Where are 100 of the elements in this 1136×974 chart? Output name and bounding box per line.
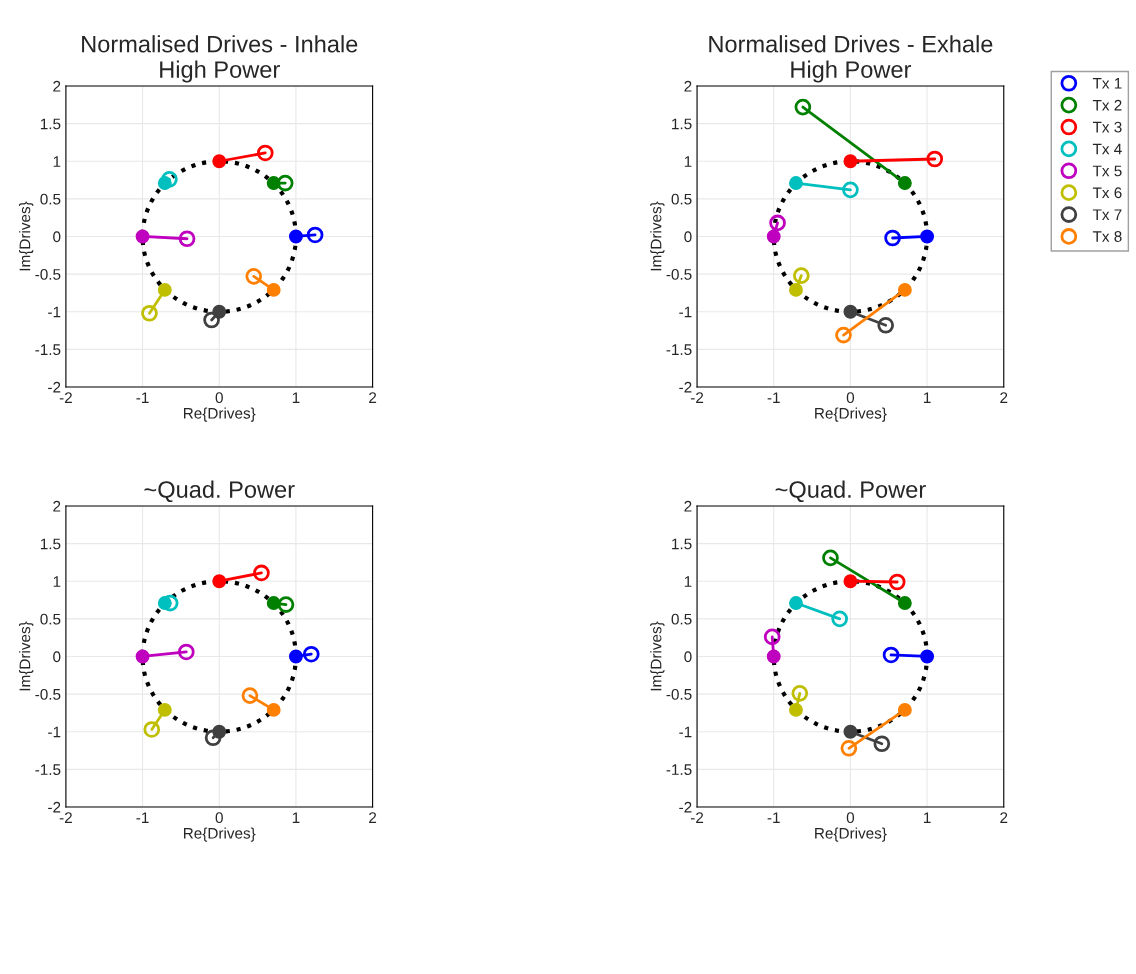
x-axis-title: Re{Drives} [183, 407, 256, 422]
x-tick-label: 0 [846, 392, 855, 404]
y-tick-label: 0 [53, 231, 61, 243]
x-tick-label: -1 [136, 392, 149, 403]
chart-title: ~Quad. Power [775, 480, 926, 503]
y-tick-label: -1.5 [666, 764, 692, 776]
chart-title: Normalised Drives - Exhale High Power [709, 35, 993, 83]
point [884, 229, 901, 247]
y-tick-label: -1.5 [35, 764, 61, 776]
point [926, 150, 944, 168]
point [141, 304, 158, 322]
point [241, 687, 259, 704]
point [897, 176, 912, 191]
y-tick-label: 1 [684, 576, 692, 587]
x-tick-label: 2 [369, 812, 377, 823]
point [256, 144, 274, 162]
point [831, 610, 849, 628]
point [143, 721, 161, 738]
x-tick-label: 2 [369, 392, 377, 403]
y-tick-label: 1 [684, 156, 692, 167]
y-tick-label: -0.5 [666, 688, 692, 700]
y-tick-label: -2 [48, 381, 61, 393]
y-tick-label: -0.5 [35, 268, 61, 280]
x-tick-label: 1 [924, 392, 931, 403]
point [794, 98, 812, 116]
point [789, 596, 803, 610]
y-tick-label: 0.5 [40, 613, 61, 625]
point [245, 268, 263, 285]
point [791, 685, 809, 702]
legend-label: Tx 1 [1092, 78, 1122, 89]
point [277, 596, 295, 613]
y-tick-label: -1 [679, 726, 692, 738]
point [135, 229, 150, 244]
x-tick-label: -1 [767, 392, 780, 403]
point [897, 596, 912, 610]
point [203, 311, 220, 329]
x-tick-label: 0 [846, 812, 855, 824]
point [204, 729, 222, 747]
point [920, 229, 935, 244]
point [212, 154, 227, 169]
point [157, 282, 172, 297]
point [766, 649, 781, 664]
point [822, 549, 839, 567]
y-tick-label: 0 [684, 231, 692, 243]
point [882, 646, 900, 664]
x-tick-label: 1 [292, 392, 300, 403]
legend-label: Tx 6 [1092, 187, 1122, 199]
legend-label: Tx 2 [1092, 99, 1122, 111]
x-axis-title: Re{Drives} [815, 407, 887, 422]
legend-label: Tx 4 [1092, 143, 1122, 155]
x-tick-label: 1 [924, 812, 931, 823]
y-tick-label: 0.5 [40, 193, 61, 205]
x-tick-label: -1 [136, 812, 149, 823]
point [769, 214, 786, 232]
x-axis-title: Re{Drives} [183, 827, 256, 842]
y-tick-label: 2 [53, 80, 61, 92]
point [793, 267, 810, 284]
point [789, 176, 803, 191]
y-axis-title: Im{Drives} [19, 201, 34, 271]
point [178, 230, 196, 248]
point [266, 282, 281, 297]
y-tick-label: 1 [53, 156, 61, 167]
point [789, 702, 803, 717]
point [843, 724, 858, 739]
legend-label: Tx 8 [1092, 231, 1122, 242]
x-tick-label: -1 [767, 812, 780, 823]
point [763, 628, 781, 646]
legend-label: Tx 5 [1092, 165, 1122, 177]
point [253, 564, 270, 582]
point [306, 226, 324, 244]
x-tick-label: 2 [1000, 392, 1008, 403]
y-axis-title: Im{Drives} [19, 621, 34, 691]
point [840, 739, 858, 757]
x-axis-title: Re{Drives} [815, 827, 887, 842]
y-tick-label: -2 [679, 381, 692, 393]
point [157, 702, 172, 717]
y-tick-label: 2 [684, 80, 692, 92]
y-tick-label: -1.5 [666, 344, 692, 356]
y-tick-label: 0 [684, 651, 692, 663]
point [135, 649, 150, 664]
y-tick-label: 2 [684, 500, 692, 512]
point [888, 573, 906, 591]
point [843, 574, 858, 589]
y-tick-label: 1 [53, 576, 61, 587]
y-tick-label: 1.5 [40, 118, 61, 130]
y-tick-label: 1.5 [672, 118, 692, 130]
point [843, 154, 858, 169]
point [288, 229, 303, 244]
point [897, 702, 912, 717]
chart-title: ~Quad. Power [144, 480, 295, 503]
y-tick-label: -1 [48, 306, 61, 318]
y-tick-label: 2 [53, 500, 61, 512]
point [212, 574, 227, 589]
x-tick-label: 0 [215, 812, 223, 824]
legend-label: Tx 3 [1092, 121, 1122, 133]
point [842, 181, 859, 199]
point [789, 282, 803, 297]
y-tick-label: -1 [679, 306, 692, 318]
point [920, 649, 935, 664]
y-axis-title: Im{Drives} [650, 621, 665, 691]
